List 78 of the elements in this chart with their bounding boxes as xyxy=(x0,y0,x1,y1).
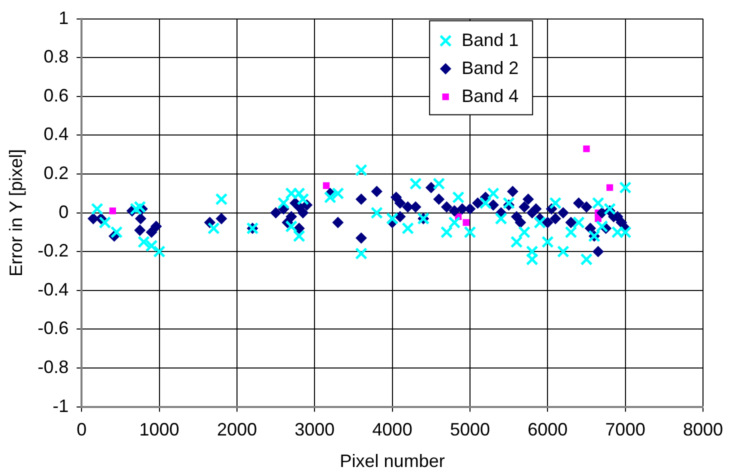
point xyxy=(355,247,368,260)
point xyxy=(110,226,123,238)
point xyxy=(145,240,158,252)
x-tick-label: 4000 xyxy=(372,420,412,440)
y-axis-title: Error in Y [pixel] xyxy=(6,149,26,276)
point xyxy=(440,226,453,238)
point xyxy=(215,193,228,206)
point xyxy=(464,226,476,238)
point xyxy=(448,216,461,229)
point xyxy=(285,187,298,200)
x-tick-label: 2000 xyxy=(216,420,257,440)
y-tick-label: 0.2 xyxy=(44,162,69,183)
point xyxy=(487,187,500,200)
x-tick-label: 0 xyxy=(76,420,87,440)
point xyxy=(596,220,608,233)
y-tick-label: -0.6 xyxy=(38,318,69,338)
y-tick-label: 0.8 xyxy=(44,46,69,67)
point xyxy=(138,236,150,248)
point xyxy=(324,191,336,204)
point xyxy=(292,230,306,242)
point xyxy=(580,253,593,266)
x-tick-label: 8000 xyxy=(682,420,723,440)
x-tick-label: 1000 xyxy=(139,420,180,440)
point xyxy=(409,178,422,190)
x-tick-label: 6000 xyxy=(528,420,568,440)
point xyxy=(556,245,570,258)
y-tick-label: -0.8 xyxy=(38,356,69,377)
x-tick-label: 7000 xyxy=(605,420,646,440)
point xyxy=(432,178,446,190)
point xyxy=(604,202,616,216)
legend-label: Band 1 xyxy=(462,30,519,50)
point xyxy=(98,216,112,229)
point xyxy=(370,206,383,219)
point xyxy=(322,182,330,189)
point xyxy=(355,164,368,176)
point xyxy=(90,202,104,216)
point xyxy=(207,222,220,235)
point xyxy=(153,245,166,258)
point xyxy=(583,145,590,152)
point xyxy=(549,196,562,210)
point xyxy=(518,226,531,238)
x-tick-label: 5000 xyxy=(450,420,490,440)
point xyxy=(534,216,546,229)
point xyxy=(134,200,146,214)
point xyxy=(479,196,492,210)
point xyxy=(332,187,344,200)
point xyxy=(619,226,632,238)
y-tick-label: 0 xyxy=(58,202,69,222)
point xyxy=(502,196,516,210)
point xyxy=(564,226,578,238)
point xyxy=(285,220,298,233)
x-tick-label: 3000 xyxy=(294,420,335,440)
point xyxy=(494,212,508,225)
point xyxy=(130,202,142,216)
point xyxy=(109,208,116,214)
y-tick-label: -0.2 xyxy=(38,240,69,261)
point xyxy=(611,226,624,238)
point xyxy=(277,196,290,210)
point xyxy=(462,219,470,226)
point xyxy=(572,216,585,229)
y-tick-label: -1 xyxy=(52,396,69,416)
point xyxy=(296,193,310,206)
point xyxy=(619,181,632,194)
x-axis-title: Pixel number xyxy=(340,451,445,472)
legend-label: Band 2 xyxy=(462,58,519,78)
point xyxy=(386,212,398,225)
y-tick-label: 0.4 xyxy=(44,124,69,144)
legend-label: Band 4 xyxy=(462,86,519,106)
y-tick-label: 1 xyxy=(58,8,69,28)
point xyxy=(606,184,614,191)
point xyxy=(292,187,306,200)
point xyxy=(541,236,554,248)
y-tick-label: 0.6 xyxy=(44,85,69,106)
y-tick-label: -0.4 xyxy=(38,279,69,300)
point xyxy=(592,196,604,210)
point xyxy=(452,191,465,204)
point xyxy=(402,222,414,235)
point xyxy=(510,236,523,248)
